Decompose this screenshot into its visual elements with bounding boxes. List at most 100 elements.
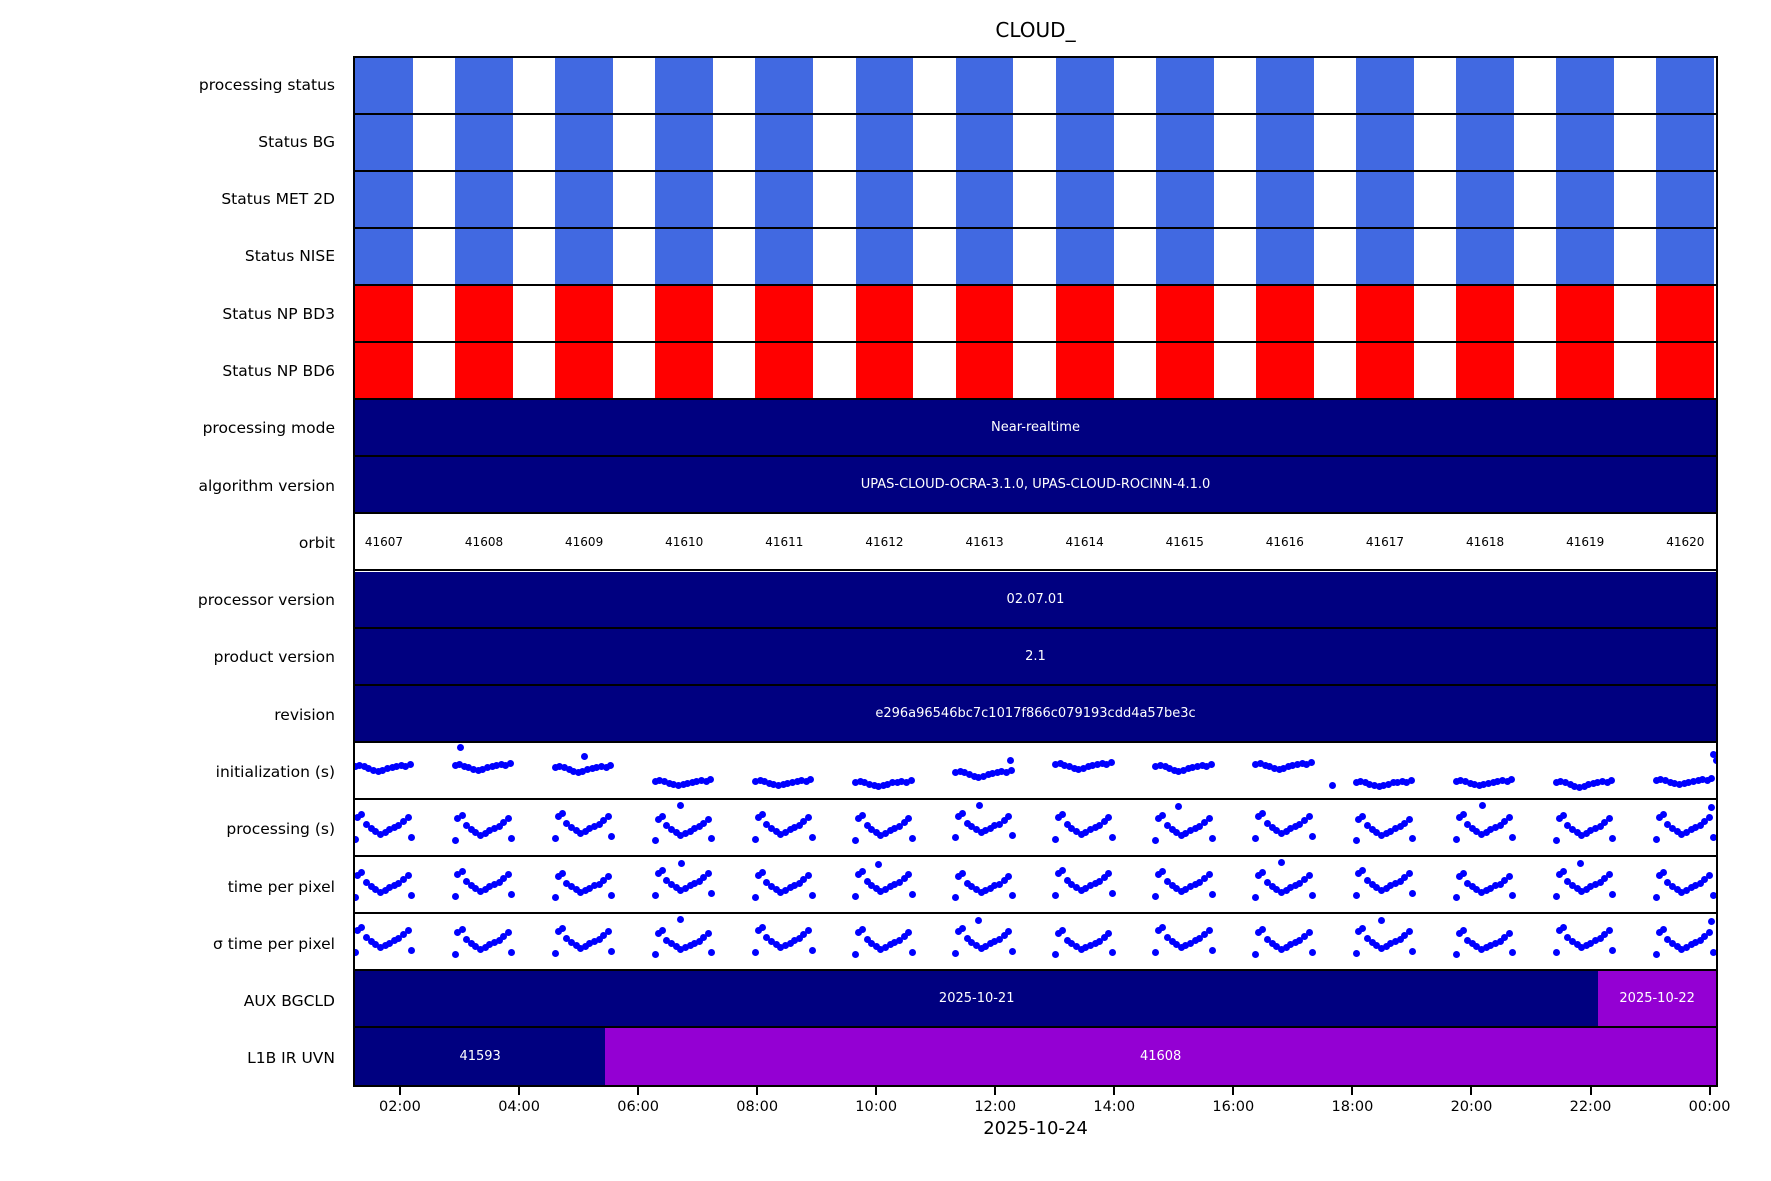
scatter-dot bbox=[577, 889, 585, 897]
scatter-dot bbox=[567, 883, 575, 891]
scatter-dot bbox=[1170, 766, 1178, 774]
scatter-dot bbox=[355, 893, 359, 901]
scatter-dot bbox=[1405, 928, 1413, 936]
status-stripe bbox=[1155, 115, 1214, 171]
scatter-dot bbox=[900, 875, 908, 883]
scatter-dot bbox=[1280, 764, 1288, 772]
scatter-dot bbox=[407, 761, 415, 769]
scatter-dot bbox=[1409, 835, 1417, 843]
scatter-dot bbox=[554, 872, 562, 880]
scatter-dot bbox=[1452, 777, 1460, 785]
row-label-status-np-bd3: Status NP BD3 bbox=[222, 304, 335, 323]
scatter-dot bbox=[1505, 929, 1513, 937]
status-stripe bbox=[855, 115, 914, 171]
scatter-dot bbox=[1496, 880, 1504, 888]
status-stripe bbox=[1155, 286, 1214, 342]
scatter-dot bbox=[563, 879, 571, 887]
scatter-dot bbox=[1252, 893, 1260, 901]
scatter-dot bbox=[1652, 835, 1660, 843]
scatter-dot bbox=[495, 822, 503, 830]
scatter-dot bbox=[595, 821, 603, 829]
scatter-dot bbox=[1291, 822, 1299, 830]
scatter-dot bbox=[1459, 869, 1467, 877]
scatter-dot bbox=[1200, 875, 1208, 883]
scatter-dot bbox=[677, 832, 685, 840]
scatter-dot bbox=[1070, 764, 1078, 772]
scatter-dot bbox=[698, 776, 706, 784]
scatter-dot bbox=[700, 819, 708, 827]
scatter-dot bbox=[355, 835, 359, 843]
scatter-dot bbox=[691, 939, 699, 947]
orbit-number: 41617 bbox=[1365, 534, 1405, 549]
scatter-dot bbox=[891, 939, 899, 947]
scatter-dot bbox=[472, 828, 480, 836]
scatter-dot bbox=[1209, 946, 1217, 954]
scatter-dot bbox=[572, 826, 580, 834]
scatter-dot bbox=[1252, 761, 1260, 769]
scatter-dot bbox=[1678, 888, 1686, 896]
scatter-dot bbox=[355, 948, 359, 956]
scatter-dot bbox=[1596, 935, 1604, 943]
scatter-dot bbox=[793, 777, 801, 785]
scatter-dot bbox=[1585, 781, 1593, 789]
scatter-dot bbox=[1309, 891, 1317, 899]
scatter-dot bbox=[363, 821, 371, 829]
orbit-number: 41612 bbox=[865, 534, 904, 549]
status-stripe bbox=[655, 58, 714, 114]
scatter-dot bbox=[1056, 760, 1064, 768]
scatter-dot bbox=[854, 871, 862, 879]
scatter-dot bbox=[376, 830, 384, 838]
scatter-dot bbox=[1209, 834, 1217, 842]
orbit-number: 41610 bbox=[665, 534, 704, 549]
scatter-dot bbox=[959, 925, 967, 933]
bar-segment-text: 2.1 bbox=[1025, 648, 1046, 664]
scatter-dot bbox=[395, 880, 403, 888]
scatter-dot bbox=[1077, 946, 1085, 954]
scatter-dot bbox=[677, 859, 685, 867]
scatter-dot bbox=[768, 938, 776, 946]
scatter-dot bbox=[1296, 821, 1304, 829]
scatter-dot bbox=[581, 887, 589, 895]
scatter-dot bbox=[672, 943, 680, 951]
scatter-dot bbox=[986, 824, 994, 832]
scatter-dot bbox=[504, 871, 512, 879]
scatter-dot bbox=[388, 763, 396, 771]
scatter-dot bbox=[591, 882, 599, 890]
scatter-dot bbox=[972, 886, 980, 894]
scatter-dot bbox=[600, 817, 608, 825]
scatter-dot bbox=[865, 780, 873, 788]
scatter-dot bbox=[400, 931, 408, 939]
scatter-dot bbox=[1294, 761, 1302, 769]
scatter-dot bbox=[863, 936, 871, 944]
scatter-dot bbox=[1378, 944, 1385, 952]
scatter-dot bbox=[408, 946, 416, 954]
scatter-dot bbox=[1659, 926, 1667, 934]
scatter-dot bbox=[898, 777, 906, 785]
scatter-dot bbox=[656, 776, 664, 784]
status-stripe bbox=[1656, 229, 1715, 285]
status-stripe bbox=[1356, 58, 1414, 114]
scatter-dot bbox=[1489, 778, 1497, 786]
scatter-dot bbox=[586, 825, 594, 833]
scatter-dot bbox=[404, 872, 412, 880]
scatter-dot bbox=[959, 869, 967, 877]
status-stripe bbox=[655, 229, 714, 285]
scatter-dot bbox=[395, 822, 403, 829]
scatter-dot bbox=[700, 933, 708, 941]
scatter-dot bbox=[751, 835, 759, 843]
scatter-dot bbox=[1187, 827, 1195, 835]
scatter-dot bbox=[393, 763, 401, 770]
scatter-dot bbox=[1252, 950, 1260, 958]
scatter-dot bbox=[786, 939, 794, 947]
orbit-number: 41615 bbox=[1165, 534, 1204, 549]
scatter-dot bbox=[984, 771, 992, 779]
scatter-dot bbox=[952, 834, 960, 842]
scatter-dot bbox=[1273, 942, 1281, 950]
scatter-dot bbox=[1252, 834, 1260, 842]
row-processing-status bbox=[355, 58, 1716, 116]
scatter-dot bbox=[1664, 936, 1672, 944]
scatter-dot bbox=[695, 878, 703, 886]
scatter-dot bbox=[996, 936, 1004, 944]
scatter-dot bbox=[1578, 887, 1586, 895]
scatter-dot bbox=[852, 778, 860, 786]
